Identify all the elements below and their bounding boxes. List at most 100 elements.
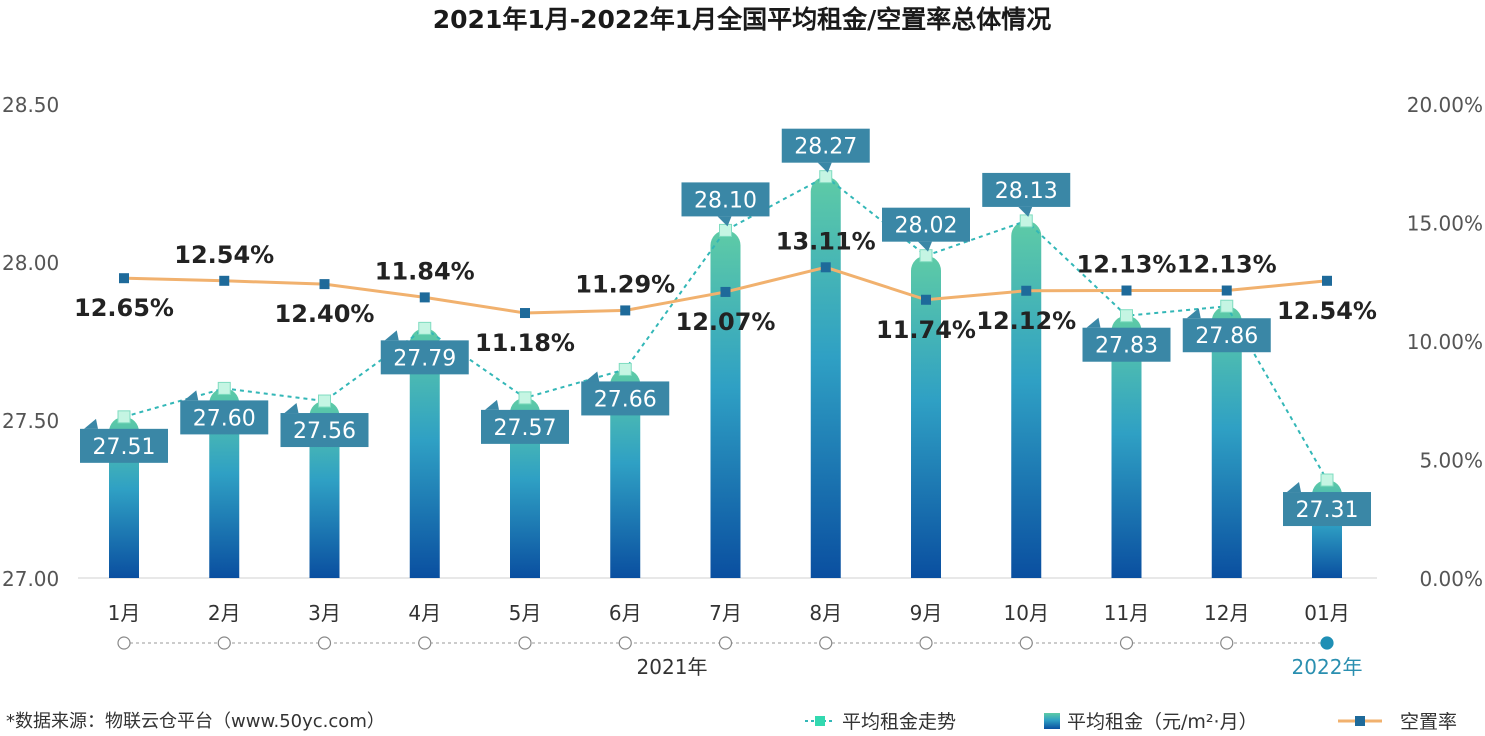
- rent-label-box: [1182, 318, 1271, 353]
- rent-trend-point: [719, 223, 732, 237]
- rent-label-pointer: [585, 371, 600, 382]
- right-tick-label: 0.00%: [1419, 567, 1483, 591]
- timeline-dots: [117, 636, 1334, 650]
- legend-bar-swatch: [1044, 713, 1060, 729]
- vacancy-point: [520, 308, 530, 319]
- rent-bar: [610, 369, 641, 578]
- rent-label-box: [681, 182, 770, 217]
- vacancy-value-label: 12.65%: [74, 294, 174, 322]
- vacancy-value-label: 11.84%: [375, 257, 475, 285]
- x-tick-label: 11月: [1104, 601, 1149, 625]
- rent-label-pointer: [384, 330, 399, 341]
- rent-label-pointer: [84, 418, 98, 429]
- x-tick-label: 10月: [1004, 601, 1049, 625]
- rent-value-label: 27.31: [1296, 498, 1359, 523]
- x-tick-label: 4月: [408, 601, 441, 625]
- rent-label-box: [781, 128, 870, 163]
- vacancy-point: [219, 275, 230, 286]
- x-tick-label: 5月: [509, 601, 542, 625]
- rent-trend-point: [819, 170, 833, 184]
- right-tick-label: 20.00%: [1407, 93, 1483, 117]
- source-note: *数据来源：物联云仓平台（www.50yc.com）: [6, 711, 385, 732]
- timeline-dot: [317, 636, 332, 650]
- rent-value-label: 27.79: [393, 346, 456, 371]
- rent-trend-point: [919, 249, 933, 263]
- vacancy-labels: 12.65%12.54%12.40%11.84%11.18%11.29%12.0…: [74, 227, 1377, 357]
- rent-value-label: 27.83: [1095, 334, 1158, 359]
- rent-bar: [1111, 315, 1142, 578]
- rent-bar-labels: 27.51 27.60 27.56 27.79 27.57 27.66 28.10 28.27…: [80, 128, 1371, 527]
- rent-value-label: 28.10: [694, 188, 757, 213]
- right-axis: 0.00% 5.00% 10.00% 15.00% 20.00%: [1407, 93, 1483, 591]
- rent-label-box: [280, 413, 369, 448]
- timeline-dot: [117, 636, 131, 650]
- legend-trend-label: 平均租金走势: [842, 711, 956, 733]
- rent-bar: [1211, 306, 1242, 578]
- rent-value-label: 27.66: [594, 387, 657, 412]
- vacancy-point: [419, 292, 430, 303]
- vacancy-point: [820, 262, 831, 273]
- vacancy-value-label: 11.18%: [475, 329, 575, 357]
- rent-label-box: [982, 172, 1071, 207]
- vacancy-point: [1322, 275, 1332, 286]
- legend-vacancy-label: 空置率: [1400, 711, 1457, 733]
- left-tick-label: 27.50: [2, 409, 59, 433]
- rent-value-label: 28.13: [995, 179, 1058, 204]
- vacancy-value-label: 12.07%: [676, 308, 776, 336]
- rent-label-box: [481, 409, 569, 444]
- vacancy-point: [620, 305, 631, 316]
- vacancy-value-label: 12.54%: [174, 241, 274, 269]
- vacancy-point: [119, 273, 129, 284]
- rent-label-box: [180, 400, 269, 435]
- rent-label-pointer: [817, 162, 832, 173]
- vacancy-point: [921, 294, 931, 305]
- rent-label-box: [581, 381, 670, 416]
- rent-label-pointer: [485, 399, 499, 410]
- x-axis-labels: 1月 2月 3月 4月 5月 6月 7月 8月 9月 10月 11月 12月 01月: [108, 601, 1350, 625]
- timeline-dot: [217, 636, 231, 650]
- timeline-dot: [618, 636, 632, 650]
- vacancy-value-label: 13.11%: [776, 227, 876, 255]
- chart-title: 2021年1月-2022年1月全国平均租金/空置率总体情况: [433, 5, 1051, 34]
- rent-trend-point: [1220, 299, 1234, 313]
- right-tick-label: 5.00%: [1419, 449, 1483, 473]
- rent-trend-point: [1019, 214, 1033, 228]
- left-axis: 27.00 27.50 28.00 28.50: [2, 93, 59, 591]
- rent-value-label: 28.27: [794, 135, 857, 160]
- rent-value-label: 28.02: [895, 214, 958, 239]
- rent-label-box: [380, 340, 469, 375]
- rent-label-box: [80, 428, 168, 463]
- x-tick-label: 9月: [910, 601, 943, 625]
- rent-bar: [209, 388, 240, 578]
- rent-value-label: 27.51: [93, 435, 156, 460]
- rent-bar: [810, 176, 841, 578]
- rent-label-box: [1283, 492, 1371, 527]
- timeline-dot: [418, 636, 432, 650]
- rent-trend-point: [418, 321, 432, 335]
- left-tick-label: 28.00: [2, 251, 59, 275]
- vacancy-point: [1121, 285, 1132, 296]
- rent-label-box: [1082, 327, 1171, 362]
- vacancy-value-label: 12.13%: [1077, 251, 1177, 279]
- year-label-2022: 2022年: [1292, 655, 1363, 679]
- timeline-dot: [1119, 636, 1134, 650]
- timeline-dot: [1320, 636, 1334, 650]
- vacancy-value-label: 12.40%: [275, 300, 375, 328]
- rent-trend-point: [318, 394, 331, 408]
- vacancy-value-label: 12.12%: [976, 307, 1076, 335]
- timeline-dot: [1220, 636, 1234, 650]
- legend-trend-marker: [815, 716, 825, 726]
- rent-trend-point: [618, 362, 632, 376]
- left-tick-label: 28.50: [2, 93, 59, 117]
- legend: 平均租金走势 平均租金（元/m²·月） 空置率: [805, 711, 1457, 733]
- rent-label-pointer: [1186, 308, 1201, 319]
- x-tick-label: 8月: [809, 601, 842, 625]
- timeline-dot: [819, 636, 833, 650]
- rent-trend-line: [117, 170, 1334, 487]
- rent-trend-point: [518, 391, 532, 405]
- rent-label-pointer: [717, 216, 732, 227]
- x-tick-label: 2月: [208, 601, 241, 625]
- rent-trend-point: [117, 410, 131, 424]
- rent-trend-point: [1120, 309, 1133, 323]
